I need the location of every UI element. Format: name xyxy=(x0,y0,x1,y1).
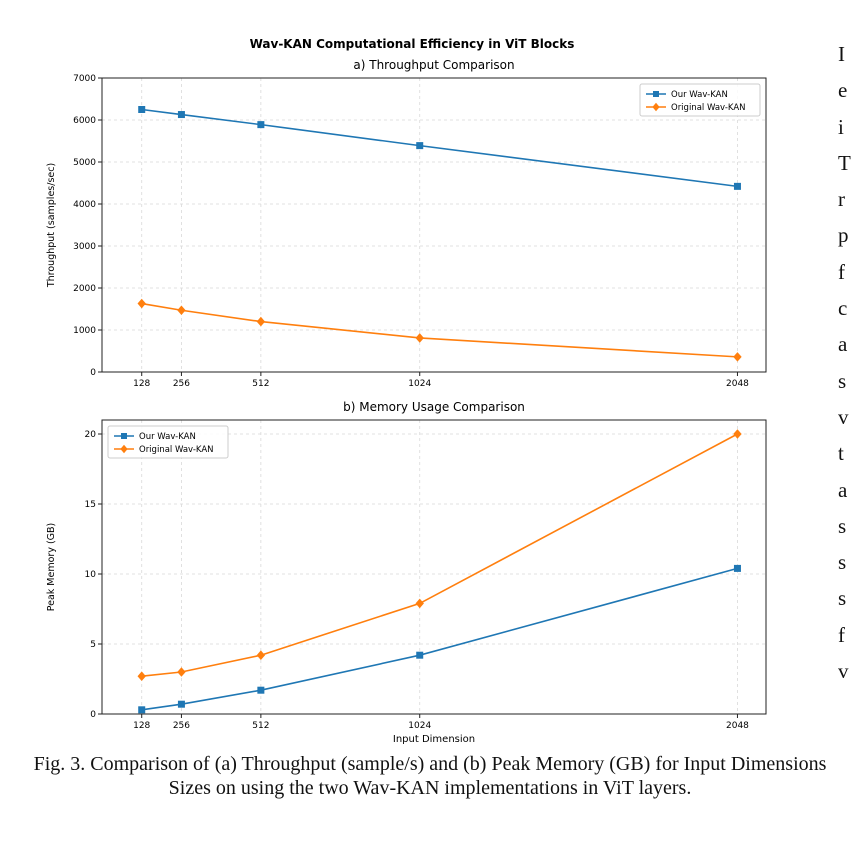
data-point-diamond xyxy=(415,598,424,609)
series-line xyxy=(141,567,738,711)
side-text-line: f xyxy=(838,259,845,284)
figure: Wav-KAN Computational Efficiency in ViT … xyxy=(46,37,767,745)
data-point-square xyxy=(257,121,265,129)
x-axis-label: Input Dimension xyxy=(393,734,475,745)
y-tick-label: 1000 xyxy=(73,326,96,336)
x-tick-label: 512 xyxy=(252,721,269,731)
data-point-diamond xyxy=(256,316,266,327)
y-tick-label: 5 xyxy=(90,640,96,650)
legend-label: Original Wav-KAN xyxy=(139,445,214,455)
side-text-line: v xyxy=(838,404,849,429)
side-text-line: T xyxy=(838,150,851,175)
side-text-line: t xyxy=(838,441,844,466)
data-point-square xyxy=(138,106,146,113)
legend-box xyxy=(107,425,229,459)
y-tick-label: 4000 xyxy=(73,200,96,210)
series-line xyxy=(141,433,738,677)
data-point-square xyxy=(177,700,185,708)
plot-frame xyxy=(101,77,767,373)
side-text-line: r xyxy=(838,187,845,212)
data-point-diamond xyxy=(177,305,186,316)
throughput-chart: a) Throughput Comparison 0 1000 2000 3000 400… xyxy=(46,58,767,389)
data-point-diamond xyxy=(733,429,742,439)
memory-chart: b) Memory Usage Comparison 0 5 10 15 20 128 256… xyxy=(46,400,767,745)
legend-marker-square xyxy=(121,433,127,439)
y-tick-label: 5000 xyxy=(73,158,96,168)
legend-marker-diamond xyxy=(652,102,660,112)
data-point-square xyxy=(138,706,146,714)
legend-label: Our Wav-KAN xyxy=(671,90,728,100)
side-text-line: a xyxy=(838,332,848,357)
y-tick-label: 0 xyxy=(90,368,96,378)
y-tick-label: 7000 xyxy=(73,74,96,84)
data-point-square xyxy=(416,142,424,150)
suptitle: Wav-KAN Computational Efficiency in ViT … xyxy=(250,37,575,51)
plot-frame xyxy=(101,419,767,715)
y-axis-label: Throughput (samples/sec) xyxy=(46,163,57,288)
side-text-line: s xyxy=(838,368,847,393)
side-text-line: i xyxy=(838,114,844,139)
data-point-square xyxy=(257,686,265,694)
data-point-diamond xyxy=(137,671,146,681)
x-tick-label: 1024 xyxy=(408,721,431,731)
side-text-line: a xyxy=(838,477,848,502)
x-tick-label: 128 xyxy=(133,721,150,731)
side-text-line: f xyxy=(838,622,845,647)
data-point-diamond xyxy=(256,650,266,660)
side-text-line: e xyxy=(838,78,848,103)
data-point-square xyxy=(177,111,185,119)
side-text-line: I xyxy=(838,42,845,66)
y-tick-label: 6000 xyxy=(73,116,96,126)
legend-marker-diamond xyxy=(120,444,128,454)
data-point-diamond xyxy=(137,298,146,309)
y-tick-label: 15 xyxy=(85,500,96,510)
y-axis-label: Peak Memory (GB) xyxy=(46,523,57,612)
data-point-diamond xyxy=(177,667,186,677)
side-text-line: s xyxy=(838,513,847,538)
x-tick-label: 128 xyxy=(133,379,150,389)
legend-label: Our Wav-KAN xyxy=(139,432,196,442)
y-tick-label: 0 xyxy=(90,710,96,720)
side-text-line: s xyxy=(838,550,847,575)
data-point-diamond xyxy=(415,333,424,343)
data-point-diamond xyxy=(733,352,742,362)
data-point-square xyxy=(416,651,424,659)
side-text-line: p xyxy=(838,223,849,248)
legend-box xyxy=(639,83,761,117)
x-tick-label: 256 xyxy=(173,379,190,389)
chart-title: a) Throughput Comparison xyxy=(353,58,514,72)
y-tick-label: 3000 xyxy=(73,242,96,252)
x-tick-label: 2048 xyxy=(726,721,749,731)
x-tick-label: 512 xyxy=(252,379,269,389)
x-tick-label: 256 xyxy=(173,721,190,731)
chart-title: b) Memory Usage Comparison xyxy=(343,400,525,414)
side-text-line: c xyxy=(838,296,848,321)
data-point-square xyxy=(733,564,741,572)
x-tick-label: 2048 xyxy=(726,379,749,389)
data-point-square xyxy=(733,182,741,190)
y-tick-label: 2000 xyxy=(73,284,96,294)
side-text-line: s xyxy=(838,586,847,611)
series-line xyxy=(141,108,738,188)
y-tick-label: 10 xyxy=(85,570,97,580)
x-tick-label: 1024 xyxy=(408,379,431,389)
y-tick-label: 20 xyxy=(85,430,97,440)
side-text-line: v xyxy=(838,659,849,684)
legend-marker-square xyxy=(653,91,659,97)
legend-label: Original Wav-KAN xyxy=(671,103,746,113)
figure-caption: Fig. 3. Comparison of (a) Throughput (sa… xyxy=(33,753,827,799)
